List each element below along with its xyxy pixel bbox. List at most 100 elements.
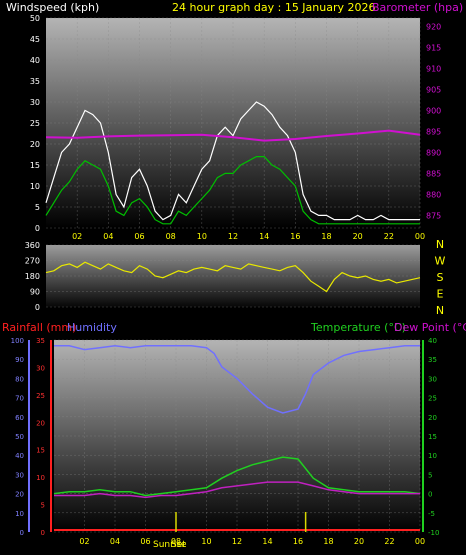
- compass-label: W: [435, 255, 446, 268]
- tick-label: 900: [426, 106, 441, 115]
- barometer-axis: 875 880 885 890 895 900 905 910 915 920: [426, 22, 441, 220]
- tick-label: 15: [428, 433, 437, 441]
- tick-label: 25: [30, 119, 40, 128]
- tick-label: 915: [426, 43, 441, 52]
- tick-label: 360: [25, 241, 40, 250]
- wind-time-axis: 02 04 06 08 10 12 14 16 18 20 22 00: [72, 232, 425, 241]
- tick-label: 30: [15, 471, 24, 479]
- tick-label: 50: [15, 433, 24, 441]
- tick-label: 20: [15, 491, 24, 499]
- tick-label: 895: [426, 127, 441, 136]
- tick-label: 35: [36, 337, 45, 345]
- tick-label: 100: [11, 337, 24, 345]
- tick-label: 16: [293, 537, 303, 546]
- tick-label: 22: [384, 232, 394, 241]
- tick-label: 00: [415, 232, 425, 241]
- direction-axis: 0 90 180 270 360: [25, 241, 40, 312]
- tick-label: 02: [79, 537, 89, 546]
- tick-label: 25: [428, 395, 437, 403]
- tick-label: 15: [36, 447, 45, 455]
- direction-series: [45, 261, 421, 293]
- tick-label: 70: [15, 395, 24, 403]
- tick-label: 12: [232, 537, 242, 546]
- tick-label: -10: [428, 529, 439, 537]
- tick-label: 5: [35, 203, 40, 212]
- temperature-axis-label: Temperature (°C): [310, 321, 406, 334]
- tick-label: 890: [426, 148, 441, 157]
- tick-label: 0: [20, 529, 24, 537]
- sunset-label: Set: [171, 540, 186, 550]
- tick-label: 10: [30, 182, 40, 191]
- tick-label: 10: [36, 474, 45, 482]
- tick-label: 04: [103, 232, 113, 241]
- series-line: [45, 261, 421, 293]
- tick-label: 910: [426, 64, 441, 73]
- tick-label: 90: [30, 288, 40, 297]
- tick-label: 5: [428, 471, 432, 479]
- tick-label: 10: [15, 510, 24, 518]
- tick-label: 35: [428, 356, 437, 364]
- tick-label: 14: [262, 537, 272, 546]
- tick-label: 06: [134, 232, 144, 241]
- tick-label: 60: [15, 414, 24, 422]
- tick-label: 905: [426, 85, 441, 94]
- windspeed-axis: 0 5 10 15 20 25 30 35 40 45 50: [30, 14, 40, 233]
- tick-label: 0: [35, 224, 40, 233]
- series-line: [45, 156, 420, 225]
- tick-label: 22: [384, 537, 394, 546]
- temp-series: [53, 345, 421, 532]
- compass-label: E: [437, 288, 444, 301]
- tick-label: 25: [36, 392, 45, 400]
- tick-label: 04: [110, 537, 120, 546]
- direction-panel-background: [46, 245, 420, 307]
- series-line: [54, 345, 420, 414]
- temperature-axis: -10 -5 0 5 10 15 20 25 30 35 40: [428, 337, 439, 537]
- tick-label: 0: [41, 529, 45, 537]
- tick-label: 80: [15, 375, 24, 383]
- series-line: [45, 101, 420, 221]
- tick-label: 5: [41, 502, 45, 510]
- tick-label: 10: [197, 232, 207, 241]
- tick-label: 920: [426, 22, 441, 31]
- tick-label: 880: [426, 190, 441, 199]
- tick-label: 20: [354, 537, 364, 546]
- tick-label: 15: [30, 161, 40, 170]
- tick-label: 20: [428, 414, 437, 422]
- tick-label: 16: [290, 232, 300, 241]
- tick-label: 50: [30, 14, 40, 23]
- wind-series: [45, 101, 421, 225]
- series-line: [54, 481, 420, 499]
- wind-panel-grid: [46, 17, 421, 229]
- tick-label: -5: [428, 510, 435, 518]
- compass-label: N: [436, 238, 444, 251]
- humidity-axis-label: Humidity: [67, 321, 117, 334]
- tick-label: 14: [259, 232, 269, 241]
- tick-label: 30: [30, 98, 40, 107]
- tick-label: 45: [30, 35, 40, 44]
- tick-label: 00: [415, 537, 425, 546]
- compass-label: N: [436, 304, 444, 317]
- tick-label: 30: [36, 364, 45, 372]
- tick-label: 90: [15, 356, 24, 364]
- tick-label: 875: [426, 211, 441, 220]
- tick-label: 20: [30, 140, 40, 149]
- tick-label: 30: [428, 375, 437, 383]
- tick-label: 180: [25, 272, 40, 281]
- tick-label: 18: [321, 232, 331, 241]
- tick-label: 12: [228, 232, 238, 241]
- tick-label: 02: [72, 232, 82, 241]
- tick-label: 40: [428, 337, 437, 345]
- tick-label: 35: [30, 77, 40, 86]
- tick-label: 08: [166, 232, 176, 241]
- tick-label: 0: [35, 303, 40, 312]
- tick-label: 270: [25, 257, 40, 266]
- series-line: [53, 456, 421, 497]
- series-line: [45, 129, 421, 142]
- tick-label: 18: [323, 537, 333, 546]
- graph-date-title: 24 hour graph day : 15 January 2026: [172, 1, 376, 14]
- tick-label: 885: [426, 169, 441, 178]
- rainfall-axis: 0 5 10 15 20 25 30 35: [36, 337, 45, 537]
- windspeed-axis-label: Windspeed (kph): [6, 1, 99, 14]
- tick-label: 06: [140, 537, 150, 546]
- dewpoint-axis-label: Dew Point (°C): [394, 321, 466, 334]
